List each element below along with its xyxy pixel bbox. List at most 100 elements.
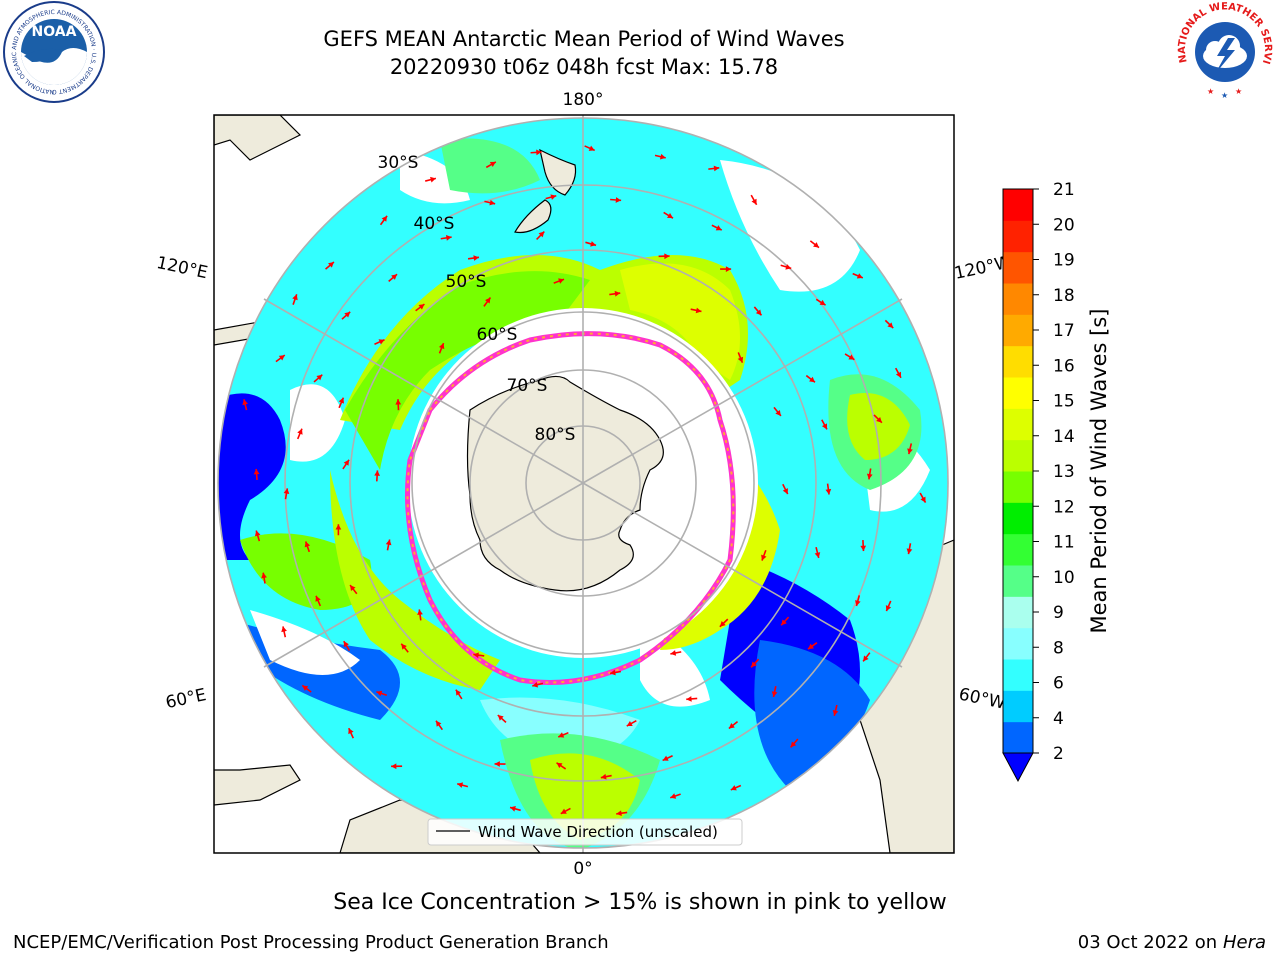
map-legend: Wind Wave Direction (unscaled) — [427, 818, 743, 846]
direction-arrowhead — [885, 605, 892, 612]
direction-arrowhead — [532, 681, 539, 688]
colorbar-tick-label: 9 — [1053, 603, 1064, 623]
direction-arrowhead — [860, 545, 867, 552]
direction-arrowhead — [600, 773, 607, 780]
colorbar-tick-label: 8 — [1053, 638, 1064, 658]
direction-arrowhead — [558, 278, 565, 284]
direction-arrowhead — [335, 524, 342, 530]
colorbar-tick-label: 14 — [1053, 427, 1075, 447]
direction-arrowhead — [626, 720, 633, 727]
noaa-logo-text: NOAA — [32, 24, 77, 40]
colorbar-tick-label: 16 — [1053, 356, 1075, 376]
direction-arrowhead — [751, 661, 757, 668]
colorbar-band — [1003, 659, 1033, 691]
lat-label-70s: 70°S — [507, 376, 548, 396]
direction-arrowhead — [775, 409, 781, 416]
lon-label-120e: 120°E — [155, 253, 210, 283]
direction-arrowhead — [378, 339, 385, 345]
direction-arrowhead — [614, 290, 621, 297]
sea-ice-note: Sea Ice Concentration > 15% is shown in … — [333, 890, 947, 915]
lon-label-60e: 60°E — [164, 685, 208, 713]
direction-arrowhead — [297, 428, 303, 435]
sea-ice-edge — [405, 331, 736, 685]
direction-arrowhead — [350, 585, 356, 591]
direction-arrowhead — [821, 423, 828, 430]
direction-arrowhead — [281, 626, 287, 633]
colorbar-band — [1003, 377, 1033, 409]
direction-arrowhead — [391, 763, 397, 770]
direction-arrowhead — [715, 225, 722, 231]
colorbar-band — [1003, 189, 1033, 221]
credit-line: NCEP/EMC/Verification Post Processing Pr… — [13, 932, 609, 953]
wind-wave-direction-arrows — [242, 145, 927, 817]
direction-arrowhead — [809, 376, 816, 383]
direction-arrowhead — [667, 212, 674, 219]
direction-arrowhead — [876, 416, 882, 423]
chart-subtitle: 20220930 t06z 048h fcst Max: 15.78 — [389, 55, 779, 79]
direction-arrowhead — [316, 374, 323, 381]
lat-label-60s: 60°S — [477, 325, 518, 345]
direction-arrowhead — [497, 715, 504, 721]
direction-arrowhead — [391, 274, 398, 280]
direction-arrowhead — [790, 741, 797, 748]
direction-arrowhead — [725, 266, 732, 272]
colorbar-tick-label: 19 — [1053, 251, 1075, 271]
direction-arrowhead — [381, 215, 388, 222]
direction-arrowhead — [814, 552, 821, 558]
colorbar-band — [1003, 439, 1033, 472]
direction-arrowhead — [771, 691, 778, 697]
colorbar-tick-label: 10 — [1053, 568, 1075, 588]
direction-arrowhead — [590, 241, 597, 247]
direction-arrowhead — [695, 307, 702, 314]
direction-arrowhead — [755, 309, 762, 316]
direction-arrowhead — [781, 619, 787, 626]
direction-arrowhead — [730, 785, 737, 791]
direction-arrowhead — [343, 641, 349, 648]
direction-arrowhead — [292, 294, 298, 301]
direction-arrowhead — [785, 264, 792, 270]
colorbar-extend-triangle — [1002, 752, 1034, 783]
direction-arrowhead — [670, 793, 677, 799]
direction-arrowhead — [761, 554, 767, 561]
direction-arrowhead — [659, 153, 666, 160]
direction-arrowhead — [558, 732, 565, 738]
direction-arrowhead — [494, 761, 500, 767]
colorbar: 2 4 6 8 9 10 11 12 13 14 15 16 17 18 19 20 21 Mean Perio… — [1002, 180, 1111, 783]
direction-arrowhead — [401, 643, 407, 650]
direction-arrowhead — [374, 470, 381, 476]
direction-arrowhead — [338, 397, 344, 404]
colorbar-band — [1003, 220, 1033, 253]
direction-arrowhead — [457, 782, 464, 788]
direction-arrowhead — [418, 304, 425, 310]
lon-label-0: 0° — [573, 859, 592, 879]
direction-arrowhead — [808, 643, 814, 650]
colorbar-band — [1003, 690, 1033, 723]
map-panel: 30°S 40°S 50°S 60°S 70°S 80°S Wind Wave … — [214, 115, 954, 853]
chart-title: GEFS MEAN Antarctic Mean Period of Wind … — [323, 27, 845, 51]
colorbar-label: Mean Period of Wind Waves [s] — [1087, 309, 1111, 634]
colorbar-tick-label: 13 — [1053, 462, 1075, 482]
direction-arrowhead — [343, 459, 350, 466]
lat-label-40s: 40°S — [414, 214, 455, 234]
direction-arrowhead — [538, 231, 545, 238]
direction-arrowhead — [536, 149, 542, 156]
svg-text:★: ★ — [1235, 87, 1242, 96]
svg-text:★: ★ — [1207, 87, 1214, 96]
colorbar-tick-label: 11 — [1053, 533, 1075, 553]
direction-arrowhead — [615, 197, 622, 203]
colorbar-band — [1003, 471, 1033, 503]
colorbar-band — [1003, 596, 1033, 629]
direction-arrowhead — [348, 728, 354, 735]
colorbar-tick-label: 20 — [1053, 215, 1075, 235]
direction-arrowhead — [438, 343, 445, 350]
lat-label-80s: 80°S — [535, 425, 576, 445]
direction-arrowhead — [385, 539, 392, 546]
direction-arrowhead — [304, 541, 311, 548]
direction-arrowhead — [782, 488, 788, 495]
direction-arrowhead — [855, 600, 861, 607]
direction-arrowhead — [887, 322, 894, 329]
host-name: Hera — [1222, 932, 1266, 953]
direction-arrowhead — [455, 689, 462, 696]
direction-arrowhead — [863, 655, 869, 662]
